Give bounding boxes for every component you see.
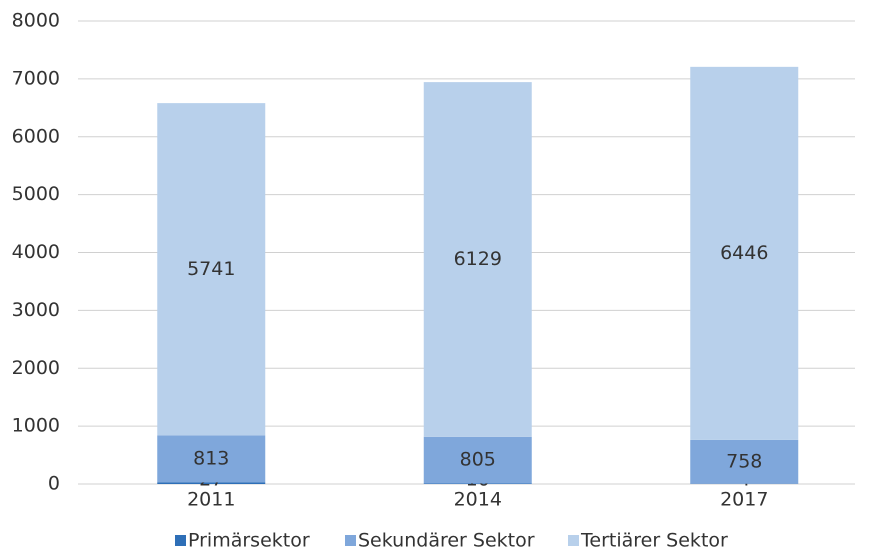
y-tick-label: 0 bbox=[48, 473, 60, 495]
legend-label: Primärsektor bbox=[188, 530, 310, 552]
y-tick-label: 7000 bbox=[12, 67, 60, 89]
data-label: 5741 bbox=[187, 258, 235, 280]
legend-swatch bbox=[175, 535, 186, 546]
data-label: 6129 bbox=[454, 248, 502, 270]
y-tick-label: 3000 bbox=[12, 299, 60, 321]
bar-segment bbox=[423, 483, 532, 484]
legend-label: Sekundärer Sektor bbox=[358, 530, 535, 552]
x-tick-label: 2011 bbox=[187, 489, 235, 511]
bar-segment bbox=[423, 82, 532, 437]
y-tick-label: 8000 bbox=[12, 10, 60, 32]
y-tick-label: 5000 bbox=[12, 183, 60, 205]
data-label: 6446 bbox=[720, 242, 768, 264]
legend-label: Tertiärer Sektor bbox=[580, 530, 728, 552]
data-label: 758 bbox=[726, 450, 762, 472]
y-tick-label: 4000 bbox=[12, 241, 60, 263]
bar-segment bbox=[157, 435, 266, 483]
data-label: 813 bbox=[193, 447, 229, 469]
legend-swatch bbox=[345, 535, 356, 546]
legend-swatch bbox=[568, 535, 579, 546]
bar-segment bbox=[157, 103, 266, 436]
bar-segment bbox=[690, 439, 799, 484]
bar-segment bbox=[423, 436, 532, 484]
x-tick-label: 2017 bbox=[720, 489, 768, 511]
data-label: 805 bbox=[460, 449, 496, 471]
y-tick-label: 6000 bbox=[12, 125, 60, 147]
bar-segment bbox=[157, 482, 266, 484]
bar-segment bbox=[690, 66, 799, 440]
y-tick-label: 2000 bbox=[12, 357, 60, 379]
y-tick-label: 1000 bbox=[12, 415, 60, 437]
x-tick-label: 2014 bbox=[454, 489, 502, 511]
